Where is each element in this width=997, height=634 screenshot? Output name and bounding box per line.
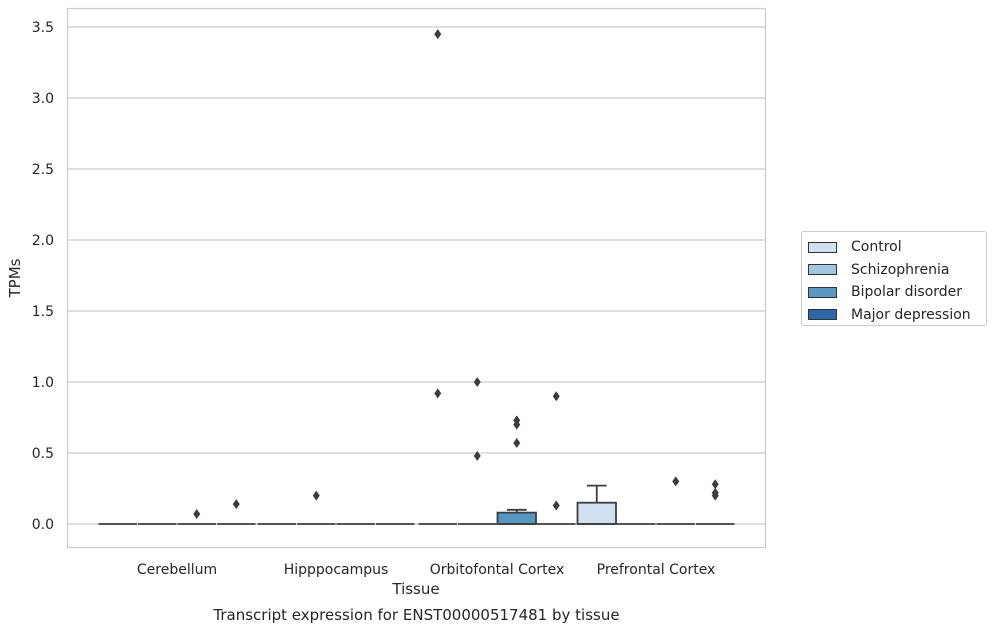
box-cerebellum-bipolar-disorder bbox=[177, 509, 216, 525]
outlier-point bbox=[552, 500, 560, 511]
legend-item: Control bbox=[808, 236, 986, 259]
legend-label: Control bbox=[851, 239, 902, 256]
plot-area-frame bbox=[66, 7, 767, 549]
box-orbitofontal-cortex-bipolar-disorder bbox=[496, 415, 537, 525]
legend-swatch bbox=[808, 264, 837, 276]
legend-swatch bbox=[808, 286, 837, 298]
y-tick-label: 2.5 bbox=[32, 162, 54, 178]
legend-item: Schizophrenia bbox=[808, 259, 986, 282]
outlier-point bbox=[473, 377, 481, 387]
gridlines bbox=[67, 26, 766, 525]
legend-label: Bipolar disorder bbox=[851, 284, 963, 301]
outlier-point bbox=[312, 490, 320, 501]
legend-item: Major depression bbox=[808, 304, 986, 327]
outlier-point bbox=[672, 476, 680, 487]
y-tick-label: 2.0 bbox=[32, 233, 54, 249]
y-tick-label: 3.5 bbox=[32, 20, 54, 36]
outlier-point bbox=[193, 509, 201, 520]
box-orbitofontal-cortex-major-depression bbox=[537, 391, 576, 525]
box-prefrontal-cortex-control bbox=[576, 484, 617, 525]
box-cerebellum-major-depression bbox=[217, 499, 256, 525]
figure-caption: Transcript expression for ENST0000051748… bbox=[213, 606, 620, 624]
legend: Control Schizophrenia Bipolar disorder Majo… bbox=[801, 231, 987, 326]
outlier-point bbox=[434, 388, 442, 399]
box-body bbox=[576, 501, 617, 525]
x-axis-label: Tissue bbox=[391, 580, 439, 598]
outlier-point bbox=[513, 415, 521, 426]
y-tick-label: 1.5 bbox=[32, 304, 54, 320]
y-axis-label: TPMs bbox=[6, 258, 24, 298]
y-axis-ticks: 0.0 0.5 1.0 1.5 2.0 2.5 3.0 3.5 bbox=[32, 20, 54, 533]
legend-swatch bbox=[808, 241, 837, 253]
x-axis-ticks: Cerebellum Hipppocampus Orbitofontal Corte… bbox=[137, 562, 715, 578]
y-tick-label: 0.5 bbox=[32, 446, 54, 462]
outlier-point bbox=[711, 487, 719, 498]
x-tick-label: Prefrontal Cortex bbox=[597, 562, 716, 578]
box-orbitofontal-cortex-control bbox=[418, 29, 457, 525]
x-tick-label: Orbitofontal Cortex bbox=[430, 562, 565, 578]
outlier-point bbox=[552, 391, 560, 402]
outlier-point bbox=[473, 450, 481, 461]
box-prefrontal-cortex-bipolar-disorder bbox=[656, 476, 695, 525]
outlier-point bbox=[711, 479, 719, 490]
outlier-point bbox=[232, 499, 240, 510]
x-tick-label: Hipppocampus bbox=[284, 562, 389, 578]
box-hipppocampus-schizophrenia bbox=[297, 490, 336, 525]
boxes bbox=[98, 29, 735, 525]
legend-label: Major depression bbox=[851, 306, 971, 323]
legend-label: Schizophrenia bbox=[851, 261, 950, 278]
box-prefrontal-cortex-major-depression bbox=[696, 479, 735, 525]
y-tick-label: 3.0 bbox=[32, 91, 54, 107]
outlier-point bbox=[513, 438, 521, 449]
legend-item: Bipolar disorder bbox=[808, 281, 986, 304]
legend-swatch bbox=[808, 309, 837, 321]
y-tick-label: 1.0 bbox=[32, 375, 54, 391]
x-tick-label: Cerebellum bbox=[137, 562, 217, 578]
box-body bbox=[496, 511, 537, 525]
outlier-point bbox=[434, 29, 442, 40]
box-orbitofontal-cortex-schizophrenia bbox=[458, 377, 497, 525]
y-tick-label: 0.0 bbox=[32, 517, 54, 533]
